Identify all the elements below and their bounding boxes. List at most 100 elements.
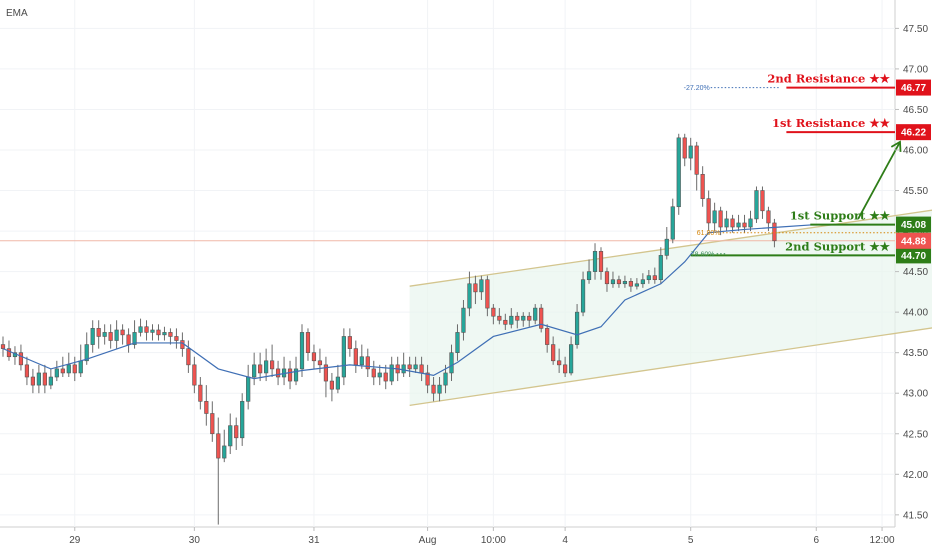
bear-candle[interactable] bbox=[539, 307, 544, 329]
bull-candle[interactable] bbox=[36, 372, 41, 386]
bear-candle[interactable] bbox=[527, 315, 532, 321]
bull-candle[interactable] bbox=[748, 218, 753, 228]
bear-candle[interactable] bbox=[108, 332, 113, 341]
bear-candle[interactable] bbox=[234, 425, 239, 439]
bull-candle[interactable] bbox=[724, 218, 729, 228]
bear-candle[interactable] bbox=[557, 360, 562, 366]
bear-candle[interactable] bbox=[431, 384, 436, 394]
bull-candle[interactable] bbox=[592, 251, 598, 272]
bull-candle[interactable] bbox=[479, 279, 484, 293]
bull-candle[interactable] bbox=[66, 364, 71, 374]
bear-candle[interactable] bbox=[42, 372, 47, 386]
bull-candle[interactable] bbox=[102, 332, 107, 337]
bull-candle[interactable] bbox=[84, 344, 89, 362]
bull-candle[interactable] bbox=[509, 315, 514, 325]
bear-candle[interactable] bbox=[18, 352, 24, 366]
bear-candle[interactable] bbox=[269, 360, 275, 370]
bull-candle[interactable] bbox=[132, 332, 137, 345]
bear-candle[interactable] bbox=[174, 336, 179, 341]
bear-candle[interactable] bbox=[766, 210, 771, 224]
bull-candle[interactable] bbox=[150, 329, 155, 333]
bear-candle[interactable] bbox=[425, 372, 430, 386]
channel-lower-line[interactable] bbox=[409, 320, 932, 407]
bull-candle[interactable] bbox=[676, 137, 681, 208]
bear-candle[interactable] bbox=[329, 380, 335, 390]
bear-candle[interactable] bbox=[317, 360, 323, 366]
bull-candle[interactable] bbox=[634, 283, 639, 287]
bull-candle[interactable] bbox=[533, 307, 538, 321]
bear-candle[interactable] bbox=[126, 334, 131, 345]
bull-candle[interactable] bbox=[90, 328, 95, 345]
bull-candle[interactable] bbox=[754, 190, 759, 220]
bear-candle[interactable] bbox=[204, 401, 209, 414]
bull-candle[interactable] bbox=[335, 376, 340, 390]
bear-candle[interactable] bbox=[311, 352, 317, 362]
bear-candle[interactable] bbox=[30, 376, 36, 386]
bull-candle[interactable] bbox=[264, 360, 269, 374]
bear-candle[interactable] bbox=[491, 307, 496, 317]
channel-upper-line[interactable] bbox=[409, 203, 932, 287]
bear-candle[interactable] bbox=[742, 222, 747, 228]
bull-candle[interactable] bbox=[48, 376, 53, 386]
bear-candle[interactable] bbox=[120, 329, 125, 336]
bull-candle[interactable] bbox=[246, 376, 251, 402]
bear-candle[interactable] bbox=[616, 279, 622, 285]
bull-candle[interactable] bbox=[413, 364, 418, 370]
bear-candle[interactable] bbox=[287, 368, 293, 382]
bear-candle[interactable] bbox=[96, 328, 101, 337]
bull-candle[interactable] bbox=[664, 238, 669, 256]
bear-candle[interactable] bbox=[186, 348, 191, 366]
bull-candle[interactable] bbox=[437, 384, 442, 394]
bull-candle[interactable] bbox=[449, 352, 454, 374]
bull-candle[interactable] bbox=[114, 329, 119, 341]
bull-candle[interactable] bbox=[712, 210, 717, 224]
bear-candle[interactable] bbox=[515, 315, 520, 321]
bull-candle[interactable] bbox=[228, 425, 233, 447]
bull-candle[interactable] bbox=[736, 222, 741, 228]
bull-candle[interactable] bbox=[341, 336, 346, 378]
bear-candle[interactable] bbox=[6, 348, 12, 358]
bull-candle[interactable] bbox=[240, 401, 245, 439]
bull-candle[interactable] bbox=[401, 364, 406, 374]
bull-candle[interactable] bbox=[568, 344, 574, 374]
bear-candle[interactable] bbox=[60, 368, 65, 374]
bear-candle[interactable] bbox=[383, 372, 388, 382]
bear-candle[interactable] bbox=[0, 344, 6, 349]
bear-candle[interactable] bbox=[503, 319, 508, 325]
bull-candle[interactable] bbox=[467, 283, 472, 309]
bear-candle[interactable] bbox=[682, 137, 687, 159]
bear-candle[interactable] bbox=[72, 364, 77, 374]
bear-candle[interactable] bbox=[563, 364, 568, 374]
bear-candle[interactable] bbox=[258, 364, 263, 374]
bear-candle[interactable] bbox=[371, 368, 376, 378]
bear-candle[interactable] bbox=[353, 348, 358, 366]
bear-candle[interactable] bbox=[216, 433, 221, 459]
bear-candle[interactable] bbox=[192, 364, 197, 386]
bull-candle[interactable] bbox=[162, 332, 167, 336]
bear-candle[interactable] bbox=[144, 326, 149, 333]
bear-candle[interactable] bbox=[156, 329, 161, 336]
bear-candle[interactable] bbox=[210, 413, 215, 435]
bear-candle[interactable] bbox=[772, 222, 777, 242]
bear-candle[interactable] bbox=[305, 332, 311, 353]
bull-candle[interactable] bbox=[622, 281, 628, 285]
bull-candle[interactable] bbox=[688, 145, 693, 159]
bear-candle[interactable] bbox=[168, 332, 173, 337]
bear-candle[interactable] bbox=[700, 174, 705, 199]
bear-candle[interactable] bbox=[198, 384, 203, 402]
bear-candle[interactable] bbox=[628, 281, 633, 287]
bull-candle[interactable] bbox=[521, 315, 526, 321]
bull-candle[interactable] bbox=[78, 360, 83, 374]
bull-candle[interactable] bbox=[252, 364, 257, 378]
bull-candle[interactable] bbox=[670, 206, 675, 240]
bull-candle[interactable] bbox=[640, 279, 645, 285]
bear-candle[interactable] bbox=[419, 364, 424, 374]
bull-candle[interactable] bbox=[359, 356, 364, 366]
bull-candle[interactable] bbox=[580, 279, 586, 313]
bull-candle[interactable] bbox=[222, 445, 227, 459]
bear-candle[interactable] bbox=[652, 275, 657, 281]
bull-candle[interactable] bbox=[461, 307, 466, 333]
bull-candle[interactable] bbox=[377, 372, 382, 378]
bear-candle[interactable] bbox=[323, 364, 329, 382]
